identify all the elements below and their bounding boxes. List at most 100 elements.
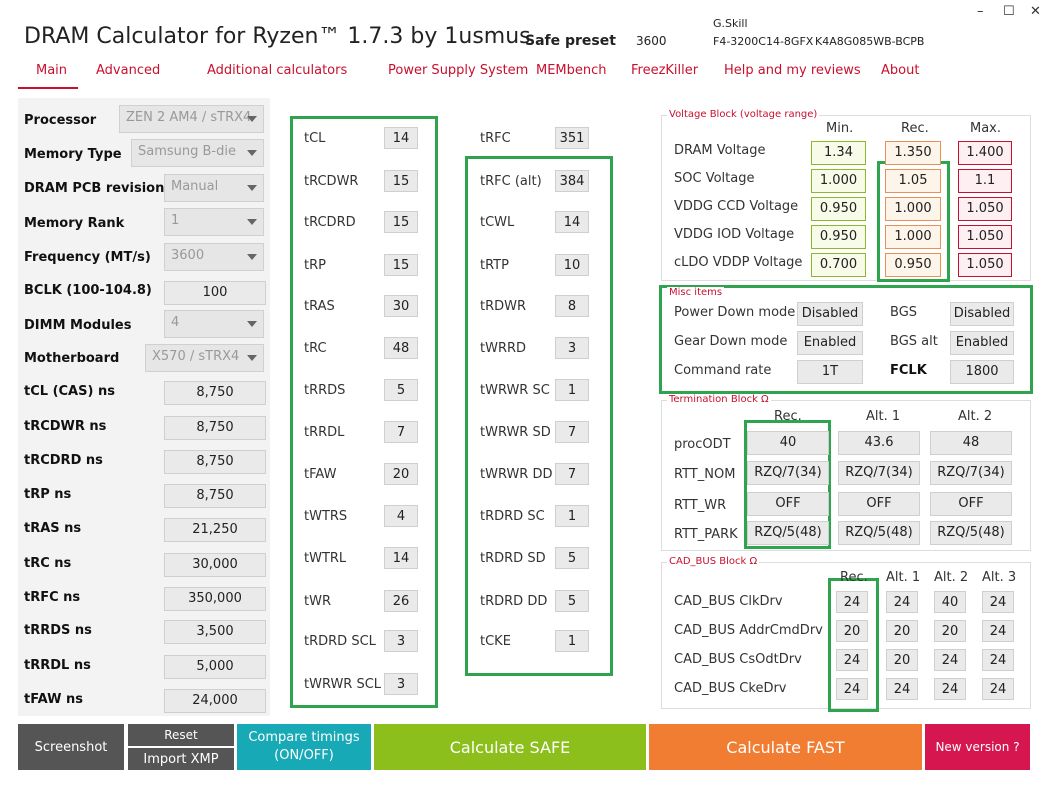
timing-twrrd-input[interactable]: 3 [555, 337, 589, 359]
soc-voltage-rec[interactable]: 1.05 [885, 169, 941, 193]
calculate-safe-button[interactable]: Calculate SAFE [374, 724, 646, 770]
soc-voltage-max: 1.1 [958, 169, 1012, 193]
reset-button[interactable]: Reset [128, 724, 234, 746]
cad-bus-ckedrv-1: 24 [886, 678, 918, 700]
vddg-iod-voltage-rec[interactable]: 1.000 [885, 225, 941, 249]
rtt-wr-rec[interactable]: OFF [747, 492, 829, 516]
cad-bus-addrcmddrv-0[interactable]: 20 [836, 620, 868, 642]
dram-voltage-rec[interactable]: 1.350 [885, 141, 941, 165]
rtt-wr-alt2: OFF [930, 492, 1012, 516]
import-xmp-button[interactable]: Import XMP [128, 748, 234, 770]
cad-bus-ckedrv-0[interactable]: 24 [836, 678, 868, 700]
timing-trrdl-input[interactable]: 7 [384, 421, 418, 443]
timing-twrwr-dd-input[interactable]: 7 [555, 463, 589, 485]
timing-twr-label: tWR [304, 594, 331, 609]
timing-tfaw-input[interactable]: 20 [384, 463, 418, 485]
cad-bus-ckedrv-2: 24 [934, 678, 966, 700]
close-icon[interactable]: ✕ [1030, 4, 1041, 19]
timing-trrds-label: tRRDS [304, 383, 346, 398]
rtt-park-label: RTT_PARK [674, 527, 738, 542]
cadbus-rec-highlight [828, 578, 879, 712]
timing-trfc-input[interactable]: 351 [555, 127, 589, 149]
power-down-value[interactable]: Disabled [797, 302, 863, 326]
command-rate-value[interactable]: 1T [797, 360, 863, 384]
rtt-nom-alt2: RZQ/7(34) [930, 461, 1012, 485]
memory-rank-select[interactable]: 1 [164, 208, 264, 236]
timing-twr-input[interactable]: 26 [384, 590, 418, 612]
timing-trcdrd-input[interactable]: 15 [384, 211, 418, 233]
rtt-park-rec[interactable]: RZQ/5(48) [747, 521, 829, 545]
processor-select[interactable]: ZEN 2 AM4 / sTRX4 [119, 105, 264, 133]
voltage-header-min: Min. [826, 121, 854, 136]
trp-ns-label: tRP ns [24, 487, 72, 502]
minimize-icon[interactable]: – [977, 4, 984, 19]
timing-trtp-label: tRTP [480, 258, 509, 273]
fclk-value[interactable]: 1800 [950, 360, 1014, 384]
tab-membench[interactable]: MEMbench [536, 63, 607, 78]
vddg-ccd-voltage-rec[interactable]: 1.000 [885, 197, 941, 221]
timing-twtrl-input[interactable]: 14 [384, 547, 418, 569]
tab-main[interactable]: Main [36, 63, 68, 78]
cldo-vddp-voltage-rec[interactable]: 0.950 [885, 253, 941, 277]
dimm-modules-select[interactable]: 4 [164, 310, 264, 338]
timing-twrwr-scl-input[interactable]: 3 [384, 673, 418, 695]
timing-trdrd-sc-input[interactable]: 1 [555, 505, 589, 527]
timing-tcwl-input[interactable]: 14 [555, 211, 589, 233]
module-part: F4-3200C14-8GFX [713, 35, 814, 48]
tfaw-ns-value: 24,000 [164, 689, 266, 713]
screenshot-button[interactable]: Screenshot [18, 724, 124, 770]
timing-trc-input[interactable]: 48 [384, 337, 418, 359]
timing-trrds-input[interactable]: 5 [384, 379, 418, 401]
timing-trdrd-scl-input[interactable]: 3 [384, 630, 418, 652]
timing-twtrs-input[interactable]: 4 [384, 505, 418, 527]
memory-type-select[interactable]: Samsung B-die [131, 139, 264, 167]
tab-help-reviews[interactable]: Help and my reviews [724, 63, 861, 78]
timing-trp-input[interactable]: 15 [384, 254, 418, 276]
termination-header-rec: Rec. [774, 409, 802, 424]
cad-bus-clkdrv-0[interactable]: 24 [836, 591, 868, 613]
timing-tcl-input[interactable]: 14 [384, 127, 418, 149]
timing-trtp-input[interactable]: 10 [555, 254, 589, 276]
pcb-revision-select[interactable]: Manual [164, 174, 264, 202]
timing-trc-label: tRC [304, 341, 327, 356]
timing-tras-input[interactable]: 30 [384, 295, 418, 317]
timing-trfc-alt--input[interactable]: 384 [555, 170, 589, 192]
timing-trdrd-sd-label: tRDRD SD [480, 551, 546, 566]
timing-twrwr-sc-input[interactable]: 1 [555, 379, 589, 401]
bgs-alt-value[interactable]: Enabled [950, 331, 1014, 355]
cadbus-header-1: Alt. 1 [886, 570, 921, 585]
gear-down-value[interactable]: Enabled [797, 331, 863, 355]
bgs-value[interactable]: Disabled [950, 302, 1014, 326]
motherboard-select[interactable]: X570 / sTRX4 [145, 344, 264, 372]
misc-items-block [659, 285, 1033, 394]
calculate-fast-button[interactable]: Calculate FAST [649, 724, 922, 770]
tab-additional-calculators[interactable]: Additional calculators [207, 63, 348, 78]
cad-bus-addrcmddrv-3: 24 [982, 620, 1014, 642]
tab-freezkiller[interactable]: FreezKiller [631, 63, 699, 78]
compare-timings-button[interactable]: Compare timings (ON/OFF) [237, 724, 371, 770]
motherboard-label: Motherboard [24, 351, 120, 366]
chevron-down-icon [247, 355, 257, 361]
tab-power-supply-system[interactable]: Power Supply System [388, 63, 529, 78]
tab-advanced[interactable]: Advanced [96, 63, 161, 78]
frequency-select[interactable]: 3600 [164, 243, 264, 271]
soc-voltage-min: 1.000 [811, 169, 866, 193]
cldo-vddp-voltage-min: 0.700 [811, 253, 866, 277]
timing-trdwr-input[interactable]: 8 [555, 295, 589, 317]
timing-tcke-input[interactable]: 1 [555, 630, 589, 652]
timing-trcdwr-input[interactable]: 15 [384, 170, 418, 192]
termination-header-alt1: Alt. 1 [866, 409, 901, 424]
procodt-rec[interactable]: 40 [747, 431, 829, 455]
cad-bus-ckedrv-3: 24 [982, 678, 1014, 700]
rtt-nom-rec[interactable]: RZQ/7(34) [747, 461, 829, 485]
voltage-header-rec: Rec. [901, 121, 929, 136]
trrds-ns-label: tRRDS ns [24, 623, 92, 638]
cad-bus-csodtdrv-0[interactable]: 24 [836, 649, 868, 671]
new-version-button[interactable]: New version ? [925, 724, 1030, 770]
tab-about[interactable]: About [881, 63, 920, 78]
timing-trdrd-sd-input[interactable]: 5 [555, 547, 589, 569]
maximize-icon[interactable]: ☐ [1003, 4, 1015, 19]
timing-trdrd-dd-input[interactable]: 5 [555, 590, 589, 612]
bclk-input[interactable]: 100 [164, 281, 266, 305]
timing-twrwr-sd-input[interactable]: 7 [555, 421, 589, 443]
